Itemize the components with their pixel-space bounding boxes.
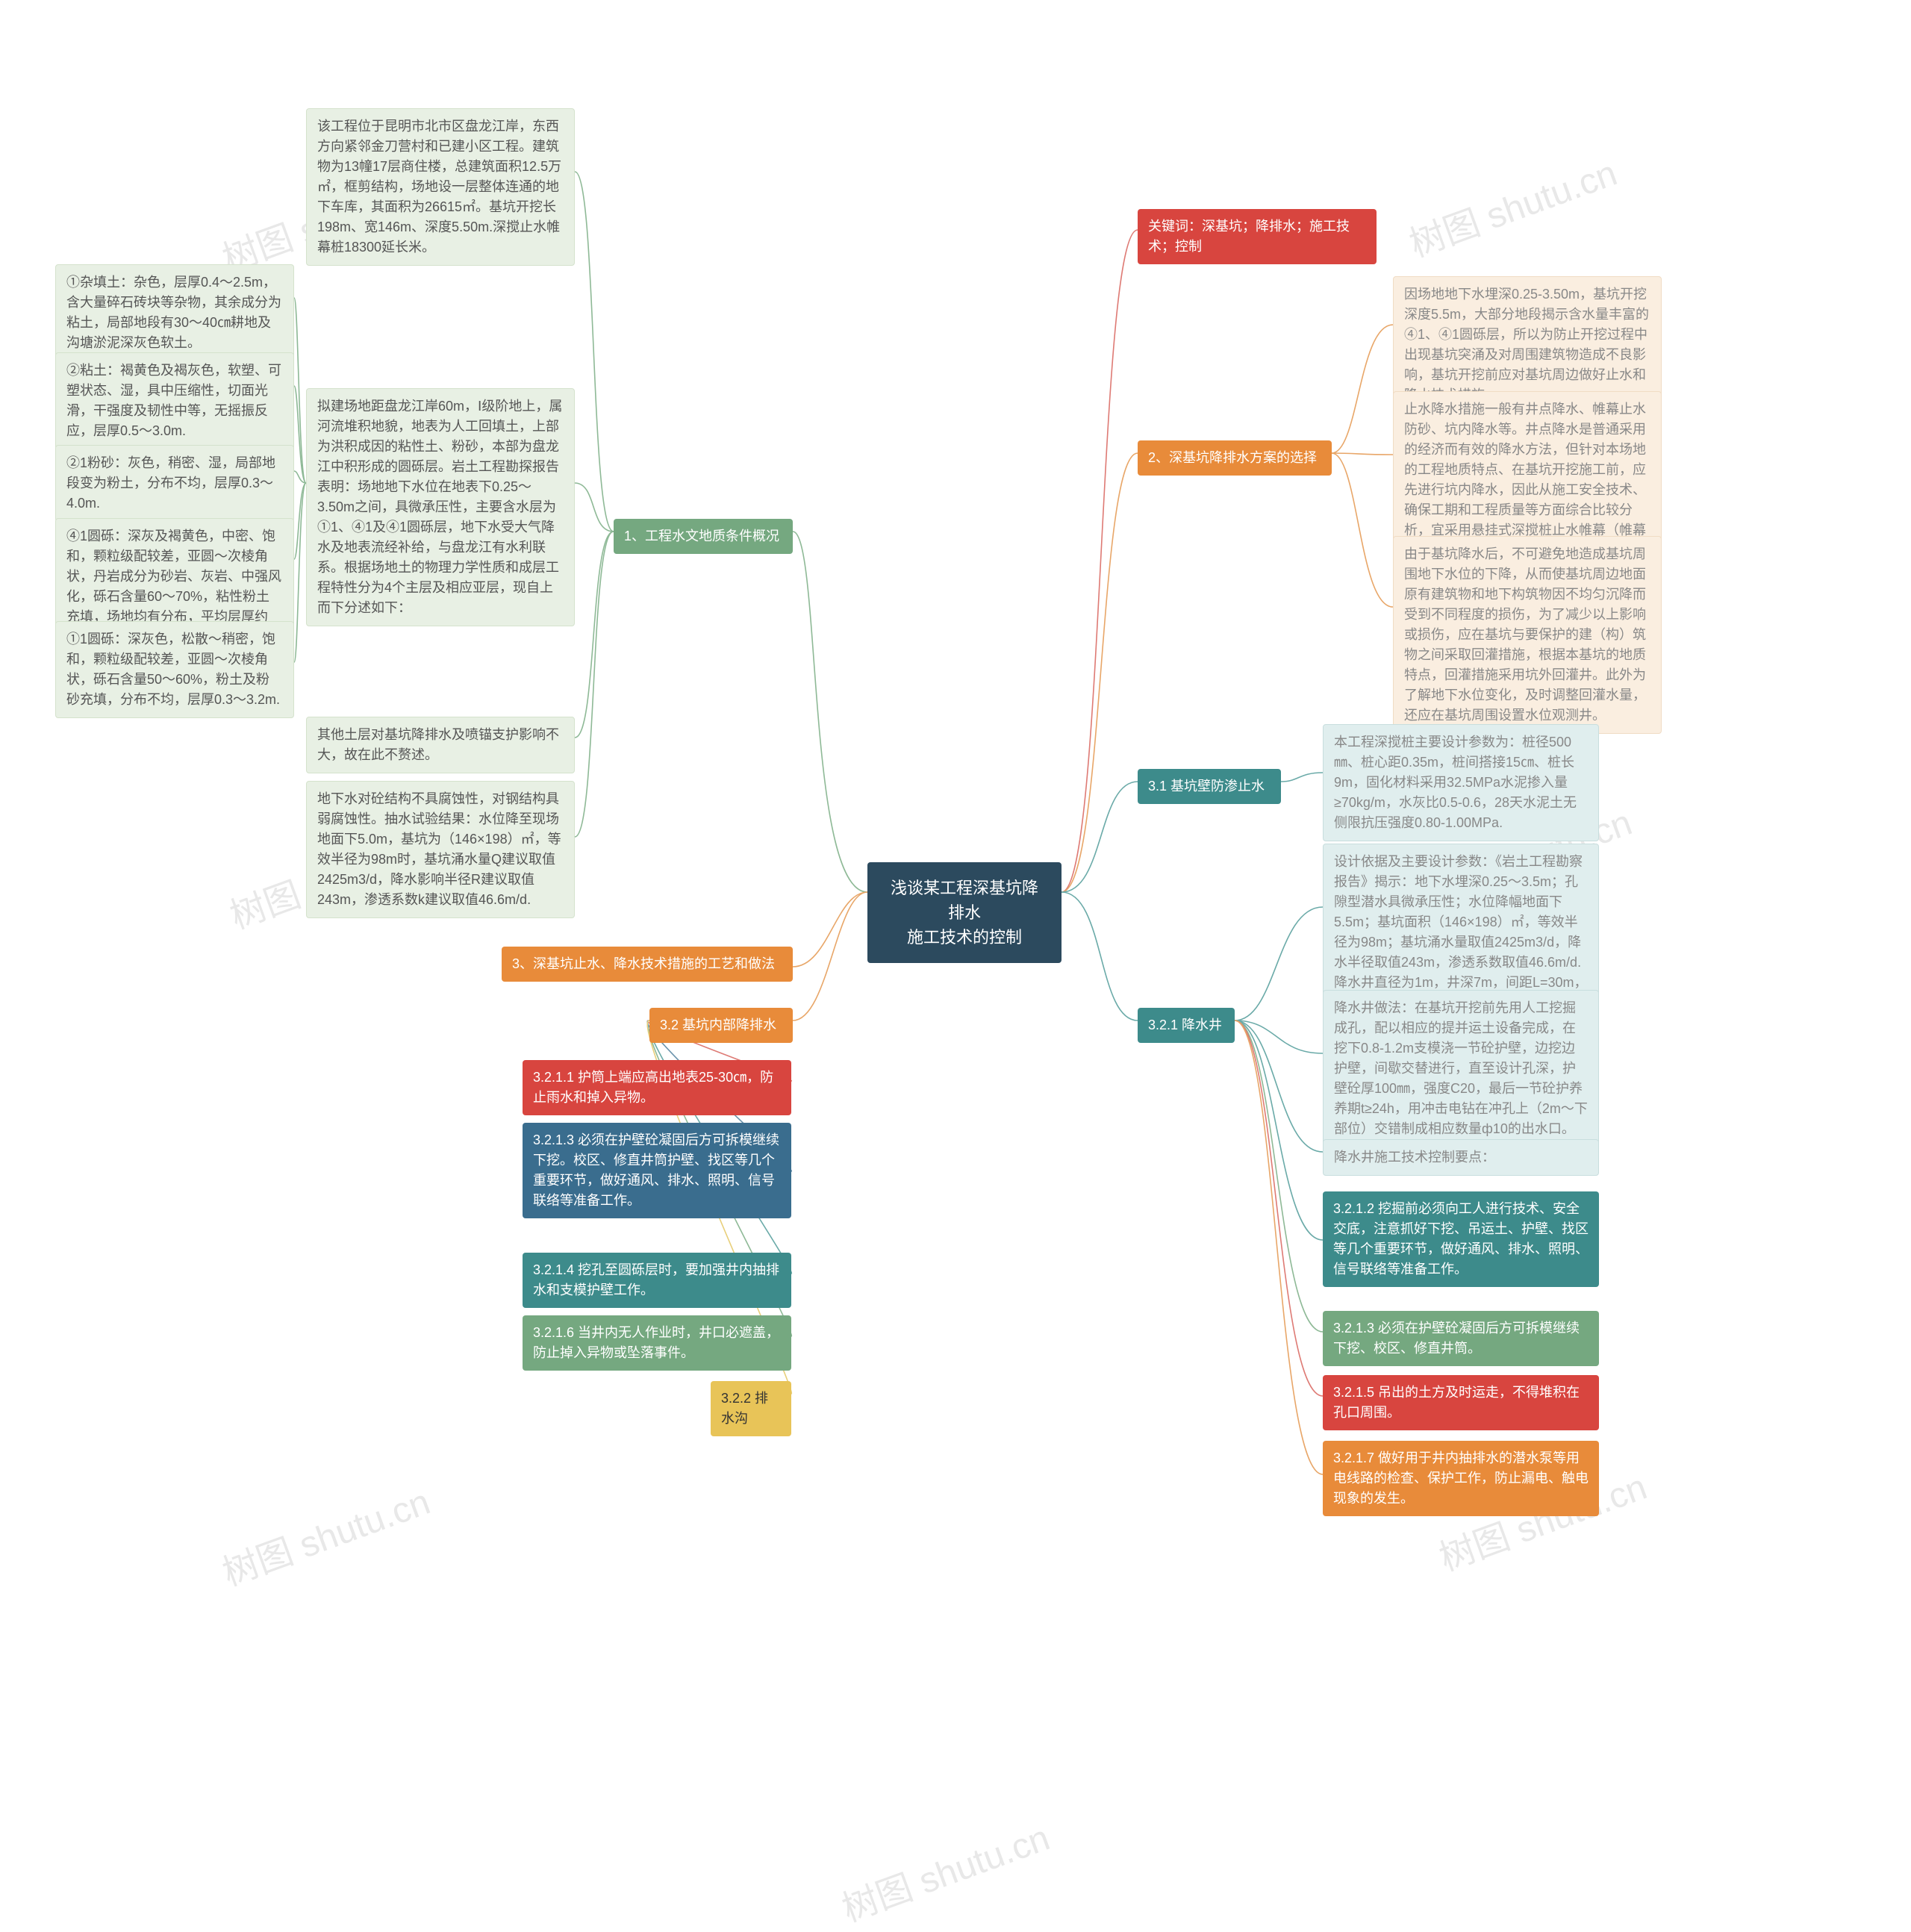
leaf: 3.2.2 排水沟 [711, 1381, 791, 1436]
leaf: 该工程位于昆明市北市区盘龙江岸，东西方向紧邻金刀营村和已建小区工程。建筑物为13… [306, 108, 575, 266]
leaf: 本工程深搅桩主要设计参数为：桩径500㎜、桩心距0.35m，桩间搭接15㎝、桩长… [1323, 724, 1599, 841]
leaf: ②1粉砂：灰色，稍密、湿，局部地段变为粉土，分布不均，层厚0.3～4.0m. [55, 445, 294, 522]
root-line2: 施工技术的控制 [884, 925, 1045, 950]
branch-3[interactable]: 3、深基坑止水、降水技术措施的工艺和做法 [502, 947, 793, 982]
branch-3-2-1[interactable]: 3.2.1 降水井 [1138, 1008, 1235, 1043]
leaf: 其他土层对基坑降排水及喷锚支护影响不大，故在此不赘述。 [306, 717, 575, 773]
leaf: 降水井做法：在基坑开挖前先用人工挖掘成孔，配以相应的提并运土设备完成，在挖下0.… [1323, 990, 1599, 1147]
leaf: 3.2.1.6 当井内无人作业时，井口必遮盖，防止掉入异物或坠落事件。 [523, 1315, 791, 1371]
branch-3-1[interactable]: 3.1 基坑壁防渗止水 [1138, 769, 1281, 804]
branch-3-2[interactable]: 3.2 基坑内部降排水 [649, 1008, 793, 1043]
watermark: 树图 shutu.cn [1401, 143, 1623, 267]
watermark: 树图 shutu.cn [834, 1808, 1056, 1931]
keyword-node: 关键词：深基坑；降排水；施工技术；控制 [1138, 209, 1377, 264]
leaf: 3.2.1.3 必须在护壁砼凝固后方可拆模继续下挖。校区、修直井筒护壁、找区等几… [523, 1123, 791, 1218]
leaf: 3.2.1.5 吊出的土方及时运走，不得堆积在孔口周围。 [1323, 1375, 1599, 1430]
root-line1: 浅谈某工程深基坑降排水 [884, 876, 1045, 925]
leaf: 3.2.1.4 挖孔至圆砾层时，要加强井内抽排水和支模护壁工作。 [523, 1253, 791, 1308]
leaf: 3.2.1.3 必须在护壁砼凝固后方可拆模继续下挖、校区、修直井筒。 [1323, 1311, 1599, 1366]
leaf: 由于基坑降水后，不可避免地造成基坑周围地下水位的下降，从而使基坑周边地面原有建筑… [1393, 536, 1662, 734]
leaf: 3.2.1.2 挖掘前必须向工人进行技术、安全交底，注意抓好下挖、吊运土、护壁、… [1323, 1191, 1599, 1287]
leaf: 3.2.1.1 护筒上端应高出地表25-30㎝，防止雨水和掉入异物。 [523, 1060, 791, 1115]
leaf: ①1圆砾：深灰色，松散～稍密，饱和，颗粒级配较差，亚圆～次棱角状，砾石含量50～… [55, 621, 294, 718]
leaf: 3.2.1.7 做好用于井内抽排水的潜水泵等用电线路的检查、保护工作，防止漏电、… [1323, 1441, 1599, 1516]
branch-2[interactable]: 2、深基坑降排水方案的选择 [1138, 440, 1332, 476]
leaf: 地下水对砼结构不具腐蚀性，对钢结构具弱腐蚀性。抽水试验结果：水位降至现场地面下5… [306, 781, 575, 918]
root-node[interactable]: 浅谈某工程深基坑降排水 施工技术的控制 [867, 862, 1062, 963]
watermark: 树图 shutu.cn [214, 1472, 436, 1595]
branch-1[interactable]: 1、工程水文地质条件概况 [614, 519, 793, 554]
leaf: 降水井施工技术控制要点： [1323, 1139, 1599, 1176]
leaf: ②粘土：褐黄色及褐灰色，软塑、可塑状态、湿，具中压缩性，切面光滑，干强度及韧性中… [55, 352, 294, 449]
leaf: 拟建场地距盘龙江岸60m，Ⅰ级阶地上，属河流堆积地貌，地表为人工回填土，上部为洪… [306, 388, 575, 626]
leaf: ①杂填土：杂色，层厚0.4～2.5m，含大量碎石砖块等杂物，其余成分为粘土，局部… [55, 264, 294, 361]
